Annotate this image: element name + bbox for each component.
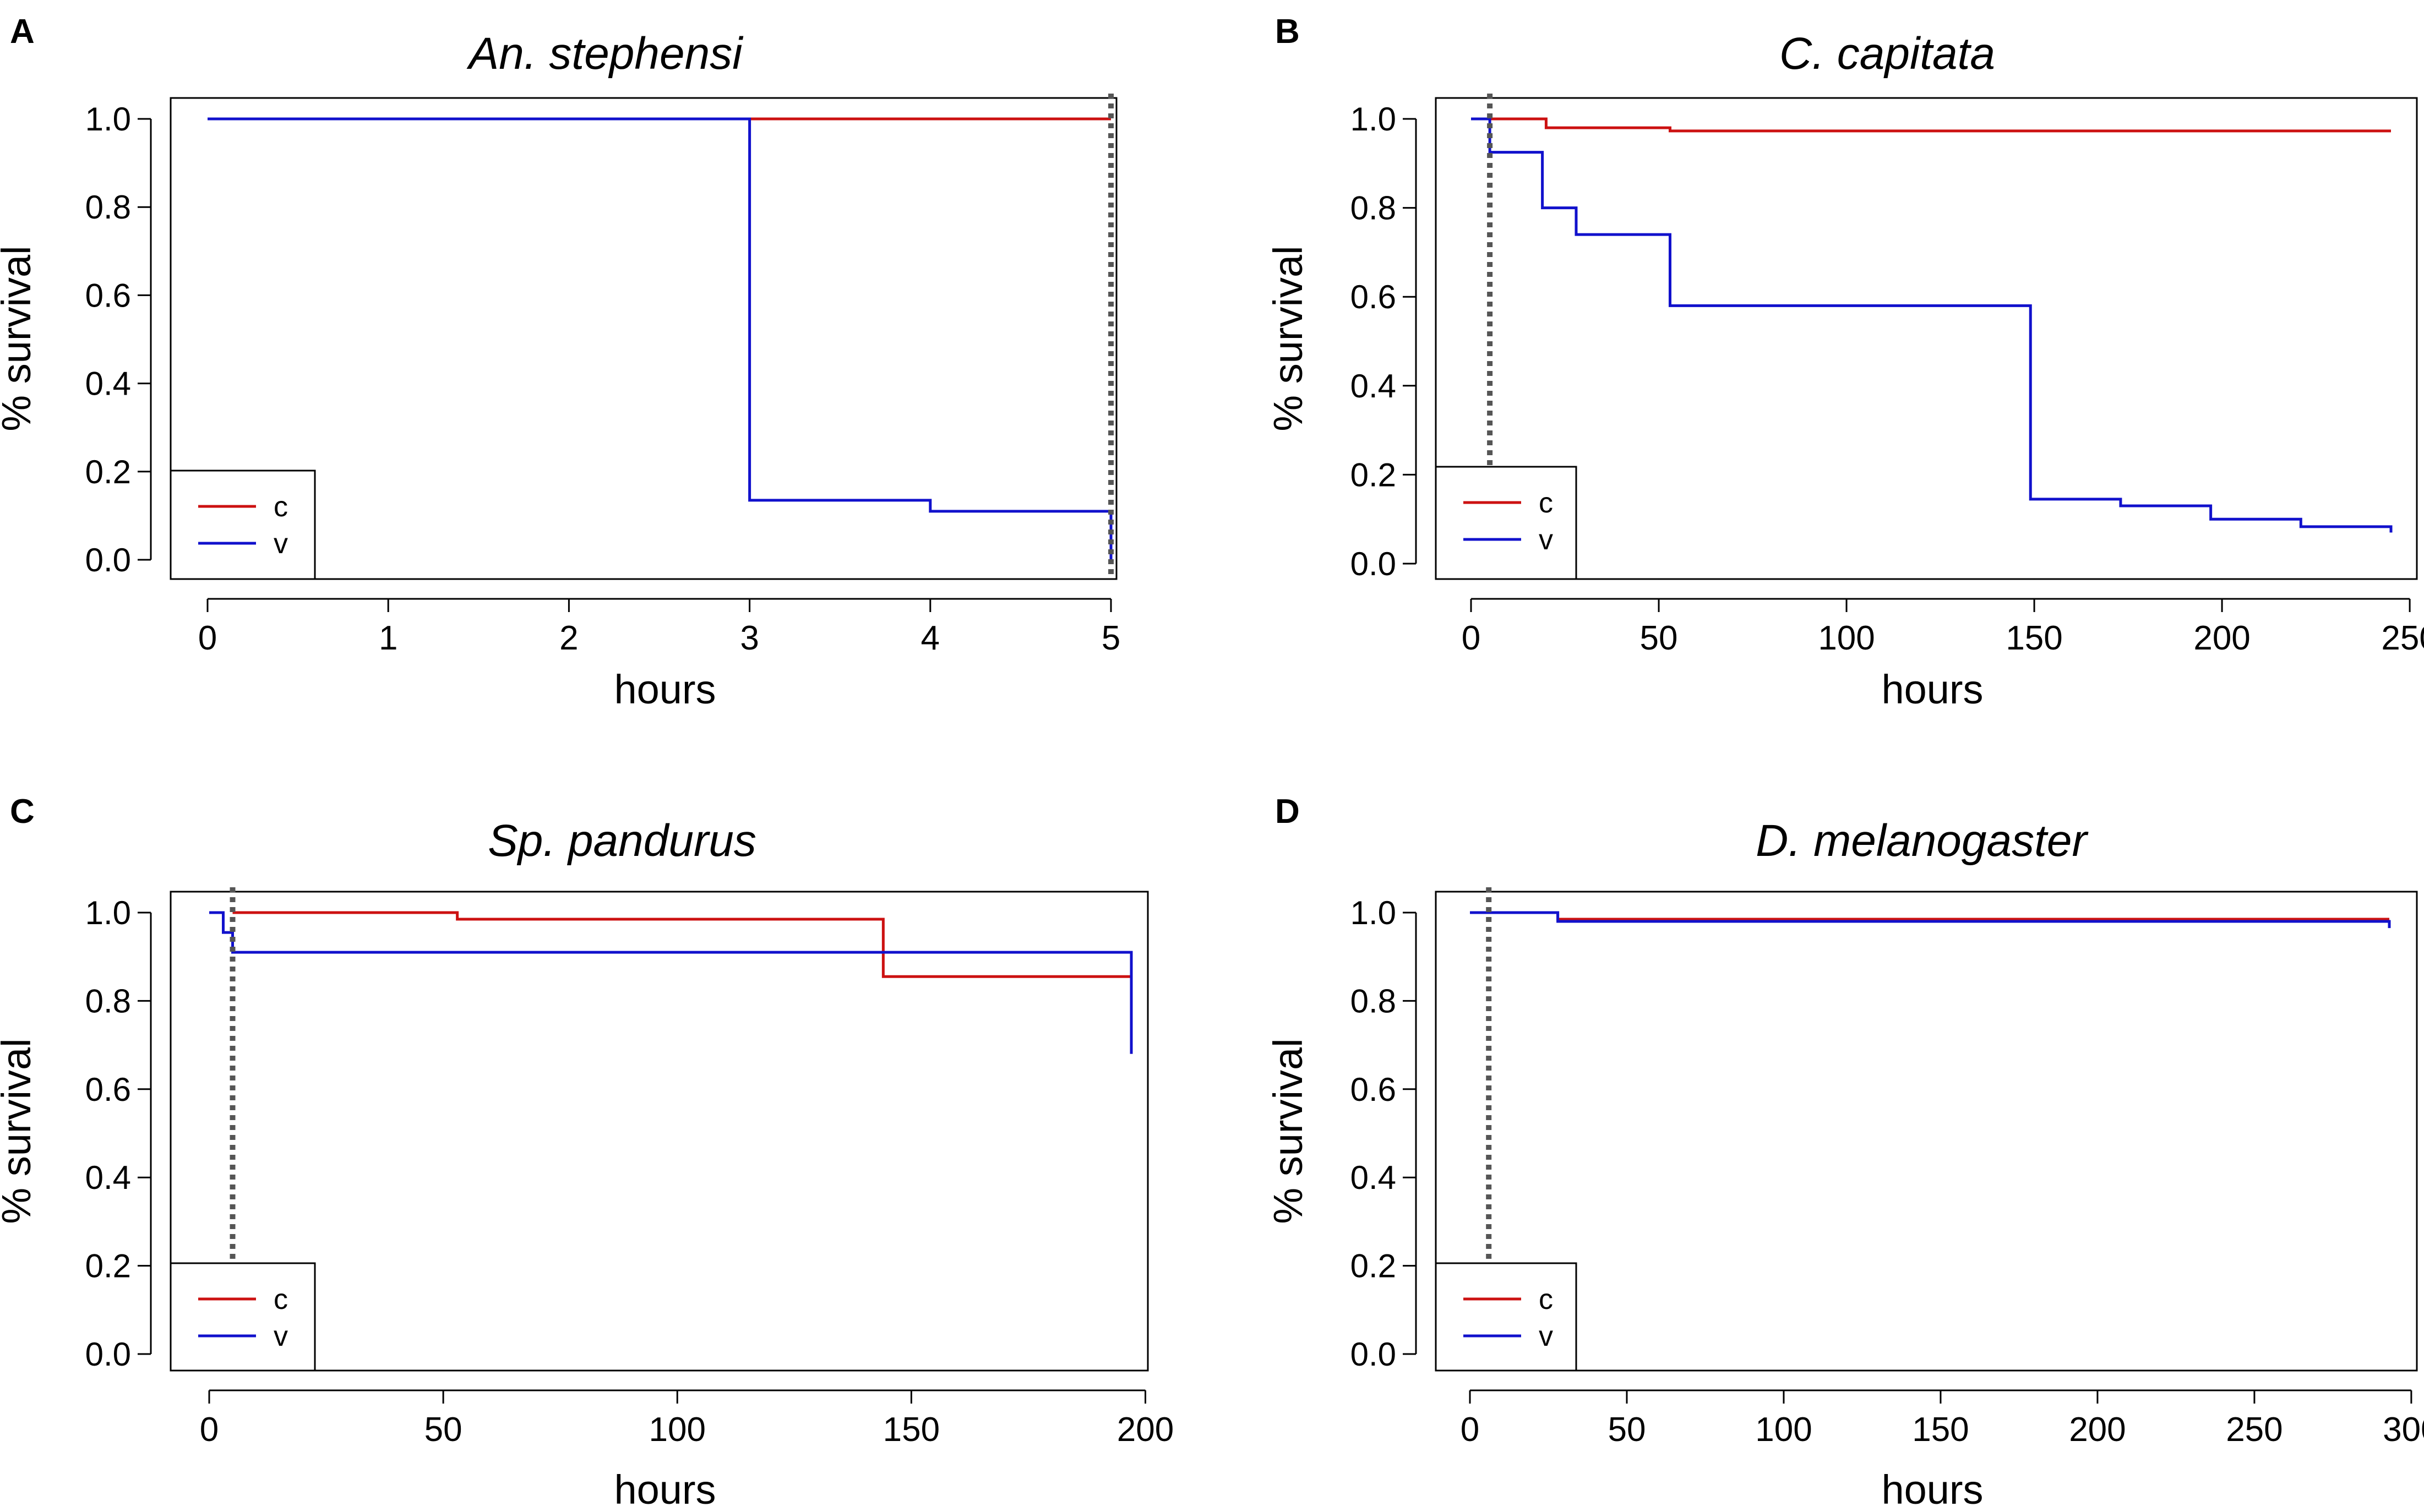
x-tick-label: 0 [198, 619, 217, 657]
series-v-line [209, 911, 1133, 1054]
y-tick-label: 0.2 [85, 454, 131, 490]
series-c-line [232, 911, 1133, 1054]
legend-label-c: c [1539, 487, 1553, 519]
y-tick-label: 0.4 [85, 1159, 131, 1196]
x-tick-label: 100 [649, 1411, 706, 1449]
plot-frame [170, 97, 1118, 580]
panel-letter: B [1275, 13, 1300, 51]
x-tick-label: 200 [2193, 619, 2250, 657]
y-tick-label: 1.0 [1350, 894, 1396, 931]
x-tick-label: 250 [2381, 619, 2424, 657]
x-tick-label: 150 [1912, 1411, 1969, 1449]
y-tick-label: 0.2 [1350, 1248, 1396, 1285]
y-tick-label: 0.8 [1350, 190, 1396, 227]
x-tick-label: 1 [379, 619, 397, 657]
chart-panel-c: C Sp. pandurus 0 50 100 150 200 0.0 0.2 0.4 0.6 0.8… [0, 793, 1174, 1512]
y-tick-label: 0.6 [1350, 1071, 1396, 1108]
y-tick-label: 0.8 [1350, 982, 1396, 1019]
x-tick-label: 3 [740, 619, 759, 657]
x-tick-label: 50 [424, 1411, 462, 1449]
legend-label-c: c [274, 1284, 288, 1316]
chart-title: An. stephensi [466, 29, 744, 79]
y-axis-label: % survival [1265, 1038, 1311, 1224]
x-tick-label: 100 [1755, 1411, 1812, 1449]
y-tick-label: 0.6 [1350, 279, 1396, 315]
plot-frame [1435, 891, 2418, 1372]
legend-box [170, 1262, 316, 1372]
legend-label-c: c [1539, 1284, 1553, 1316]
legend-box [1435, 1262, 1577, 1372]
x-tick-label: 200 [1117, 1411, 1174, 1449]
x-tick-label: 200 [2069, 1411, 2126, 1449]
y-tick-label: 0.4 [1350, 368, 1396, 405]
panel-letter: D [1275, 793, 1300, 831]
x-tick-label: 250 [2226, 1411, 2283, 1449]
x-tick-label: 100 [1818, 619, 1875, 657]
y-tick-label: 0.0 [1350, 545, 1396, 582]
x-axis-label: hours [614, 667, 716, 712]
panel-letter: C [10, 793, 35, 831]
chart-title: D. melanogaster [1756, 816, 2089, 866]
chart-panel-d: D D. melanogaster 0 50 100 150 200 250 300 0.0 0.2… [1265, 793, 2424, 1512]
series-v-line [1470, 911, 2391, 929]
plot-frame [1435, 97, 2418, 580]
y-axis-label: % survival [0, 245, 39, 431]
x-tick-label: 0 [1461, 1411, 1479, 1449]
legend-label-v: v [274, 528, 288, 560]
y-tick-label: 0.8 [85, 982, 131, 1019]
y-axis-label: % survival [0, 1038, 39, 1224]
x-tick-label: 2 [559, 619, 578, 657]
y-tick-label: 0.4 [1350, 1159, 1396, 1196]
legend-box [170, 470, 316, 580]
series-v-line [1471, 117, 2393, 533]
y-tick-label: 0.0 [1350, 1336, 1396, 1373]
x-axis-label: hours [614, 1467, 716, 1512]
legend-label-v: v [274, 1320, 288, 1352]
x-axis-label: hours [1881, 667, 1983, 712]
legend-box [1435, 466, 1577, 580]
y-tick-label: 0.6 [85, 277, 131, 314]
plot-frame [170, 891, 1149, 1372]
x-tick-label: 4 [921, 619, 940, 657]
chart-panel-a: A An. stephensi 0 1 2 3 4 5 0.0 0.2 0.4 0.6 0.8 1.0 ho… [0, 13, 1120, 712]
y-axis-label: % survival [1265, 245, 1311, 431]
x-tick-label: 0 [200, 1411, 219, 1449]
y-tick-label: 1.0 [1350, 101, 1396, 138]
chart-title: Sp. pandurus [488, 816, 756, 866]
y-tick-label: 1.0 [85, 101, 131, 138]
series-c-line [1470, 911, 2389, 921]
legend-label-v: v [1539, 1320, 1553, 1352]
y-tick-label: 0.2 [1350, 456, 1396, 493]
y-tick-label: 0.6 [85, 1071, 131, 1108]
x-tick-label: 150 [2006, 619, 2062, 657]
chart-title: C. capitata [1779, 29, 1995, 79]
y-tick-label: 1.0 [85, 894, 131, 931]
y-tick-label: 0.4 [85, 365, 131, 402]
x-tick-label: 150 [883, 1411, 940, 1449]
y-tick-label: 0.2 [85, 1248, 131, 1285]
x-axis-label: hours [1881, 1467, 1983, 1512]
y-tick-label: 0.0 [85, 542, 131, 578]
y-tick-label: 0.0 [85, 1336, 131, 1373]
series-c-line [1471, 117, 2391, 133]
x-tick-label: 300 [2383, 1411, 2424, 1449]
x-tick-label: 5 [1102, 619, 1120, 657]
chart-panel-b: B C. capitata 0 50 100 150 200 250 0.0 0.2 0.4 0.6 0… [1265, 13, 2424, 712]
series-v-line [208, 117, 1113, 560]
x-tick-label: 50 [1608, 1411, 1646, 1449]
legend-label-v: v [1539, 524, 1553, 556]
y-tick-label: 0.8 [85, 189, 131, 226]
panel-letter: A [10, 13, 35, 51]
x-tick-label: 50 [1640, 619, 1678, 657]
legend-label-c: c [274, 491, 288, 523]
x-tick-label: 0 [1462, 619, 1480, 657]
